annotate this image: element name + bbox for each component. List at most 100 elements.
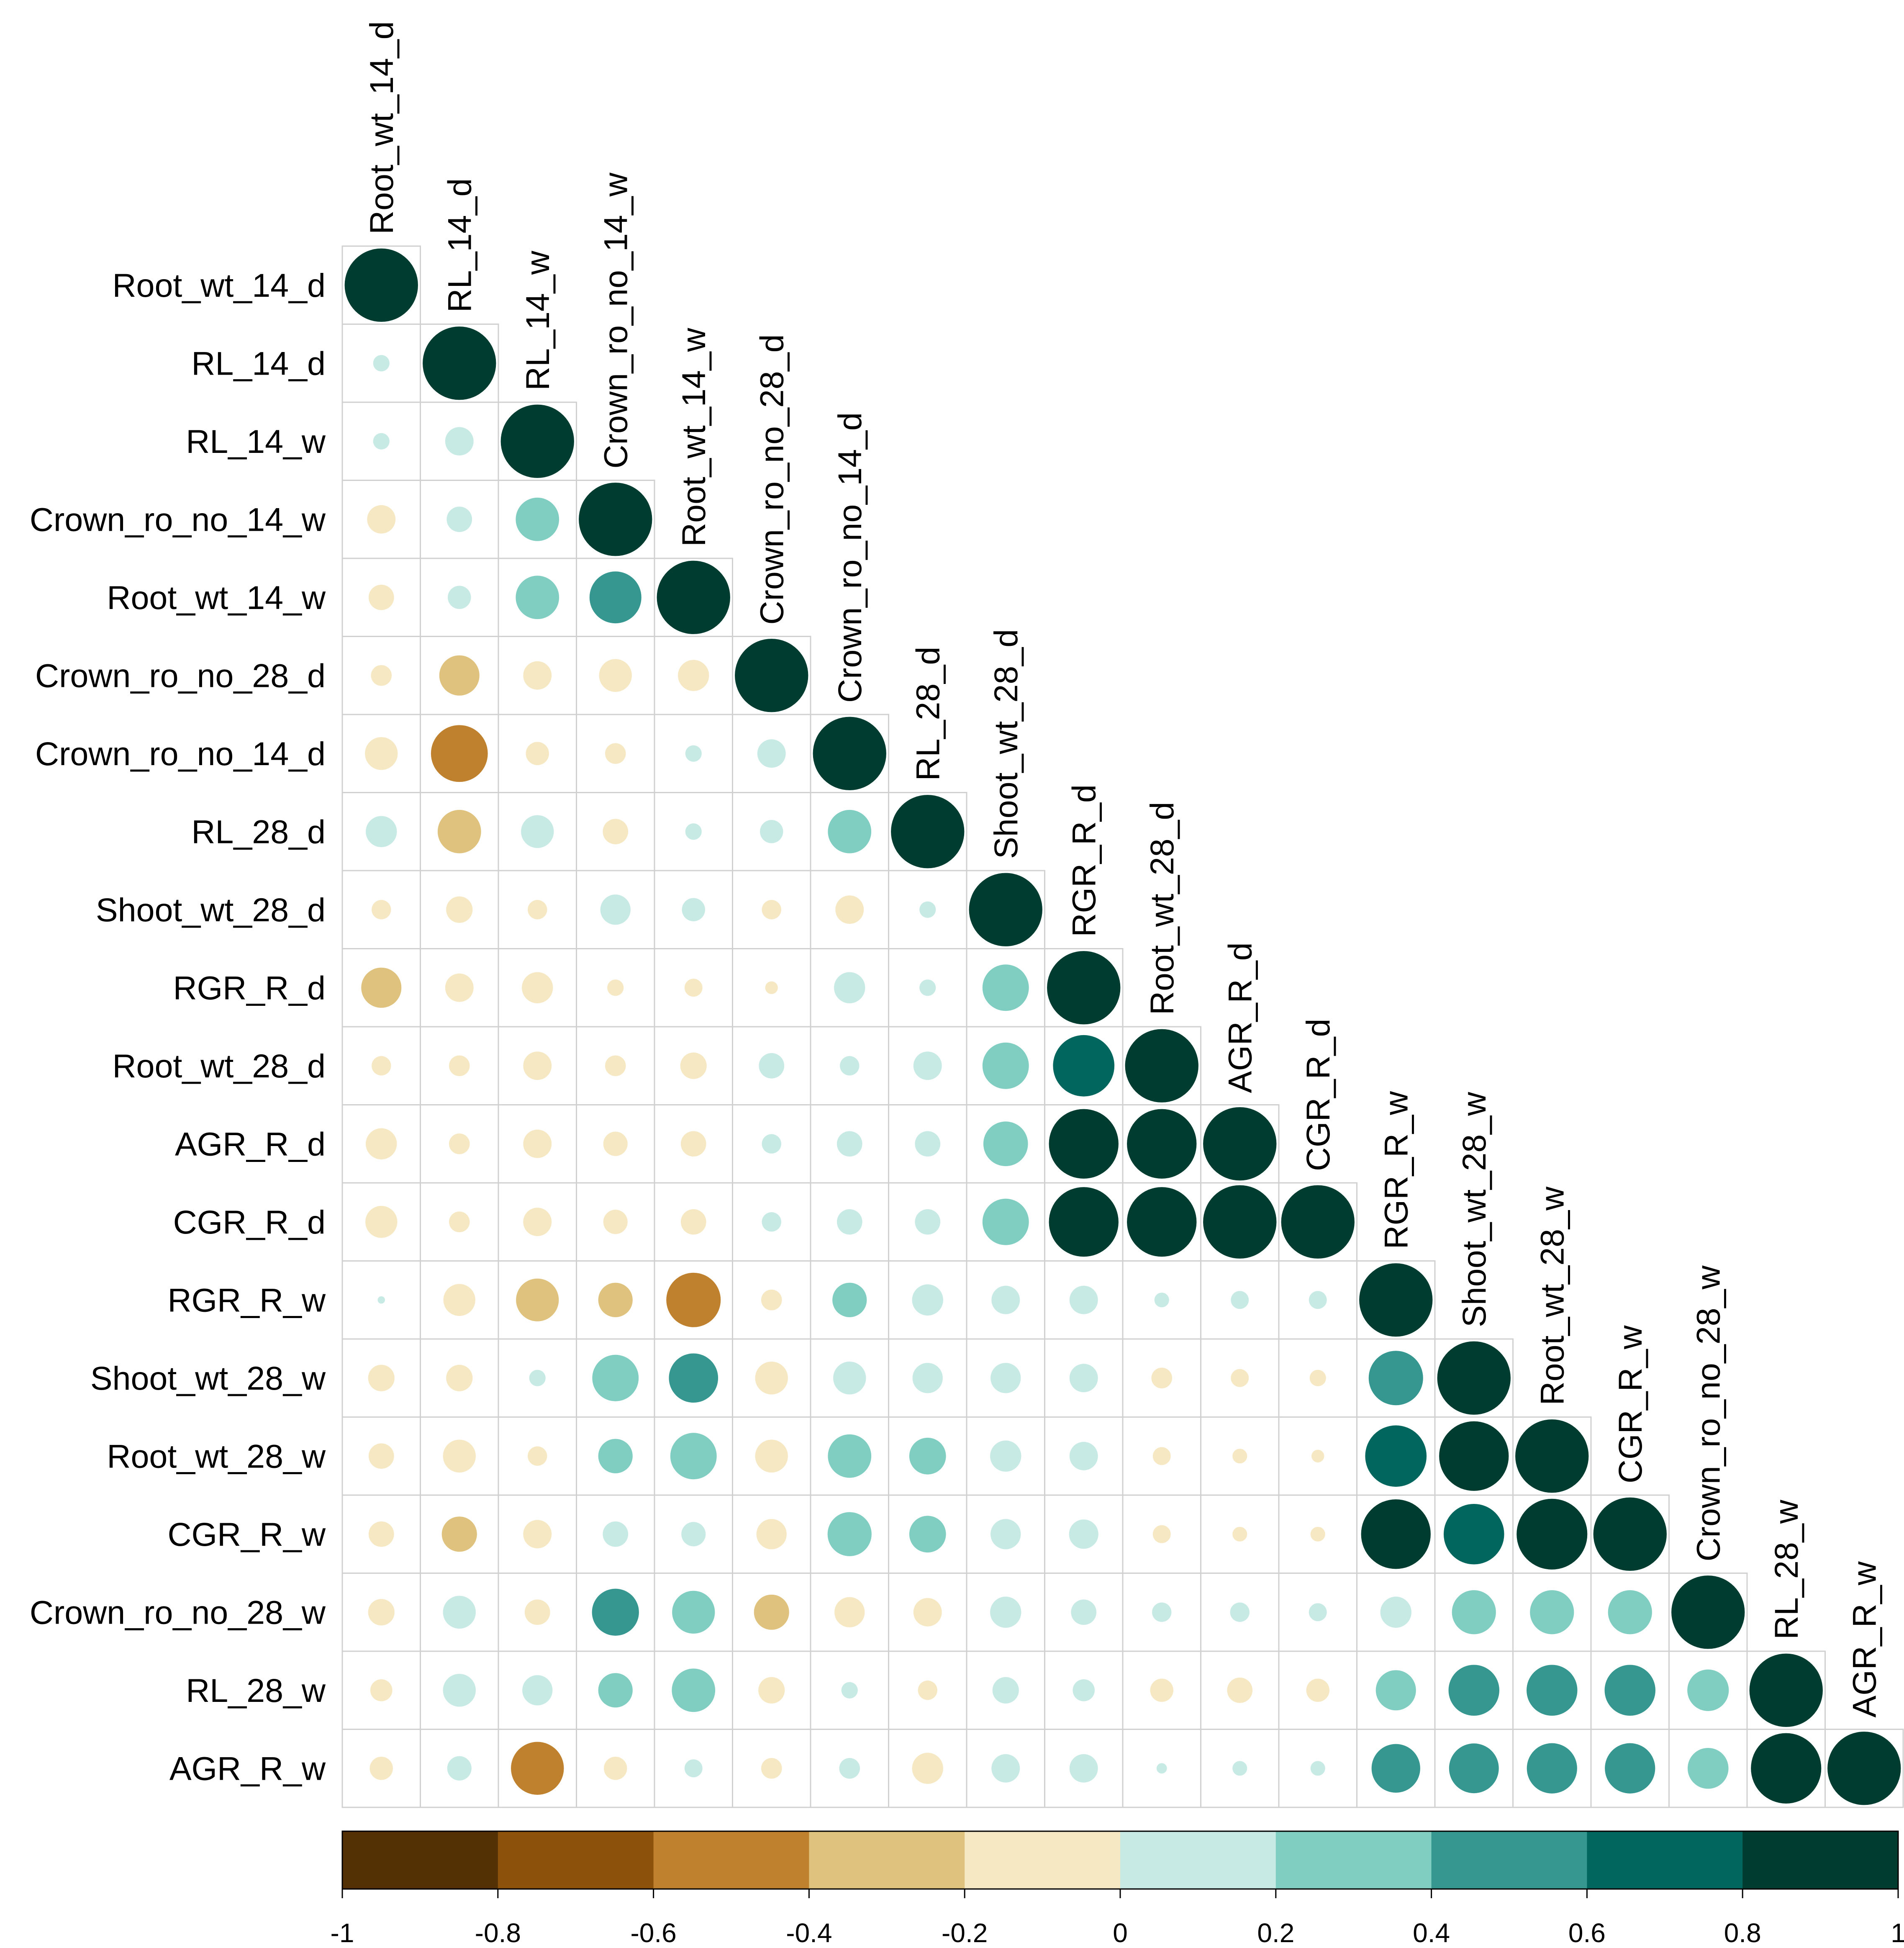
correlation-circle: [1203, 1107, 1277, 1181]
correlation-circle: [685, 745, 702, 762]
correlation-circle: [598, 1282, 633, 1317]
correlation-circle: [1049, 1109, 1119, 1179]
correlation-circle: [446, 896, 473, 923]
correlation-circle: [368, 1365, 395, 1391]
correlation-circle: [1527, 1665, 1578, 1716]
correlation-circle: [523, 1520, 552, 1549]
correlation-circle: [813, 717, 886, 790]
correlation-circle: [1608, 1590, 1652, 1634]
correlation-circle: [528, 900, 547, 920]
correlation-circle: [982, 1042, 1029, 1089]
correlation-circle: [982, 1198, 1029, 1245]
correlation-circle: [681, 1522, 706, 1547]
correlation-circle: [672, 1591, 715, 1634]
correlation-circle: [516, 1278, 559, 1321]
correlation-circle: [1281, 1185, 1355, 1259]
correlation-circle: [1671, 1575, 1745, 1649]
correlation-circle: [983, 1121, 1028, 1167]
correlation-circle: [1231, 1369, 1249, 1387]
row-label: CGR_R_w: [167, 1516, 326, 1553]
colorbar-segment: [498, 1831, 654, 1889]
correlation-circle: [680, 1131, 706, 1157]
correlation-circle: [666, 1272, 721, 1327]
row-label: Shoot_wt_28_d: [96, 891, 326, 928]
correlation-circle: [915, 1209, 941, 1235]
colorbar-tick-label: 0.6: [1568, 1918, 1606, 1948]
row-label: Shoot_wt_28_w: [90, 1359, 326, 1397]
correlation-circle: [524, 1599, 550, 1625]
column-label: RL_14_d: [441, 178, 478, 313]
correlation-circle: [1203, 1185, 1277, 1259]
correlation-circle: [1152, 1602, 1172, 1622]
correlation-circle: [437, 810, 481, 853]
column-label: Shoot_wt_28_w: [1455, 1092, 1493, 1327]
correlation-circle: [1309, 1291, 1327, 1309]
correlation-circle: [447, 1756, 472, 1781]
correlation-circle: [990, 1363, 1021, 1393]
correlation-circle: [969, 873, 1042, 946]
row-label: AGR_R_w: [169, 1750, 326, 1787]
correlation-circle: [449, 1133, 470, 1154]
correlation-circle: [365, 737, 398, 770]
correlation-circle: [1127, 1187, 1197, 1257]
correlation-circle: [365, 1206, 398, 1238]
correlation-circle: [598, 1673, 633, 1708]
colorbar-tick-label: -0.6: [630, 1918, 676, 1948]
column-label: AGR_R_d: [1221, 942, 1258, 1093]
correlation-circle: [526, 742, 549, 765]
correlation-circle: [1311, 1449, 1324, 1462]
correlation-circle: [603, 1210, 628, 1234]
correlation-circle: [1232, 1761, 1247, 1776]
correlation-circle: [837, 1131, 862, 1157]
colorbar-segment: [809, 1831, 965, 1889]
correlation-circle: [1231, 1291, 1249, 1309]
correlation-circle: [912, 1284, 943, 1316]
correlation-circle: [837, 1209, 862, 1235]
correlation-circle: [368, 584, 394, 610]
correlation-circle: [1368, 1351, 1423, 1406]
column-label: Root_wt_28_d: [1143, 802, 1180, 1015]
correlation-circle: [761, 1289, 782, 1311]
correlation-circle: [912, 1363, 943, 1393]
correlation-circle: [1375, 1670, 1416, 1711]
correlation-circle: [1593, 1497, 1667, 1571]
correlation-circle: [1152, 1447, 1171, 1465]
grid-cell: [1824, 1729, 1904, 1808]
correlation-circle: [603, 1521, 629, 1547]
correlation-circle: [361, 967, 402, 1008]
correlation-circle: [1232, 1527, 1247, 1542]
correlation-circle: [370, 1679, 393, 1701]
correlation-circle: [1439, 1421, 1509, 1491]
column-label: Shoot_wt_28_d: [987, 629, 1024, 859]
row-label: Root_wt_14_d: [113, 267, 326, 304]
correlation-circle: [370, 1757, 393, 1780]
colorbar-tick-label: 0.2: [1257, 1918, 1294, 1948]
correlation-circle: [1310, 1527, 1325, 1542]
correlation-circle: [762, 1134, 781, 1154]
grid: [341, 245, 1904, 1808]
correlation-circle: [759, 1053, 785, 1079]
correlation-circle: [1069, 1519, 1098, 1549]
row-label: CGR_R_d: [173, 1203, 326, 1241]
correlation-circle: [439, 655, 480, 696]
column-label: CGR_R_d: [1299, 1019, 1337, 1171]
correlation-circle: [599, 659, 632, 692]
correlation-circle: [919, 901, 936, 918]
correlation-circles: [344, 248, 1901, 1805]
column-label: Crown_ro_no_14_w: [597, 172, 634, 468]
correlation-circle: [1359, 1263, 1433, 1337]
correlation-circle: [1232, 1449, 1247, 1464]
correlation-circle: [522, 972, 553, 1003]
correlation-circle: [368, 1521, 394, 1547]
correlation-circle: [657, 560, 730, 634]
colorbar: [341, 1830, 1899, 1890]
correlation-circle: [765, 981, 778, 994]
correlation-circle: [991, 1754, 1020, 1783]
correlation-circle: [841, 1682, 858, 1699]
correlation-circle: [1515, 1419, 1589, 1493]
correlation-circle: [891, 795, 965, 869]
correlation-circle: [990, 1596, 1021, 1628]
row-label: AGR_R_d: [175, 1125, 326, 1162]
colorbar-tick-label: -1: [331, 1918, 354, 1948]
colorbar-segment: [965, 1831, 1121, 1889]
